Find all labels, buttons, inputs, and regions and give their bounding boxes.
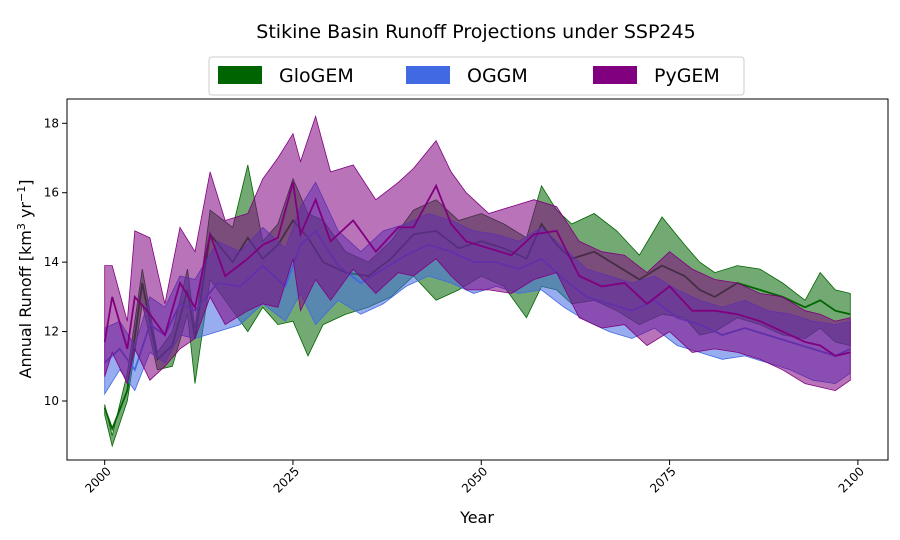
y-tick-label: 16 (44, 186, 59, 200)
legend-label-pygem: PyGEM (654, 65, 720, 87)
y-tick-label: 10 (44, 394, 59, 408)
plot-area (103, 115, 851, 448)
legend-swatch-glogem (218, 66, 262, 84)
legend-label-oggm: OGGM (467, 65, 528, 87)
chart-title: Stikine Basin Runoff Projections under S… (256, 21, 695, 43)
legend-label-glogem: GloGEM (279, 65, 354, 87)
x-axis: 2000 2025 2050 2075 2100 (82, 460, 867, 496)
plot-frame (66, 98, 889, 461)
y-axis-label-sup1: 3 (15, 223, 28, 230)
pygem-range-band (104, 115, 851, 392)
x-tick-label: 2075 (647, 464, 678, 495)
legend-swatch-oggm (406, 66, 450, 84)
y-axis-label-sup2: −1 (15, 186, 28, 202)
y-tick-label: 12 (44, 325, 59, 339)
y-tick-label: 18 (44, 116, 59, 130)
y-axis: 10 12 14 16 18 (44, 116, 67, 408)
x-axis-label: Year (459, 508, 494, 527)
x-tick-label: 2100 (836, 464, 867, 495)
x-tick-label: 2000 (82, 464, 113, 495)
legend-swatch-pygem (593, 66, 637, 84)
legend: GloGEM OGGM PyGEM (208, 56, 745, 96)
x-tick-label: 2050 (459, 464, 490, 495)
y-tick-label: 14 (44, 255, 59, 269)
pygem-median-line (103, 182, 851, 357)
y-axis-label: Annual Runoff [km3 yr−1] (15, 180, 36, 379)
x-tick-label: 2025 (271, 464, 302, 495)
